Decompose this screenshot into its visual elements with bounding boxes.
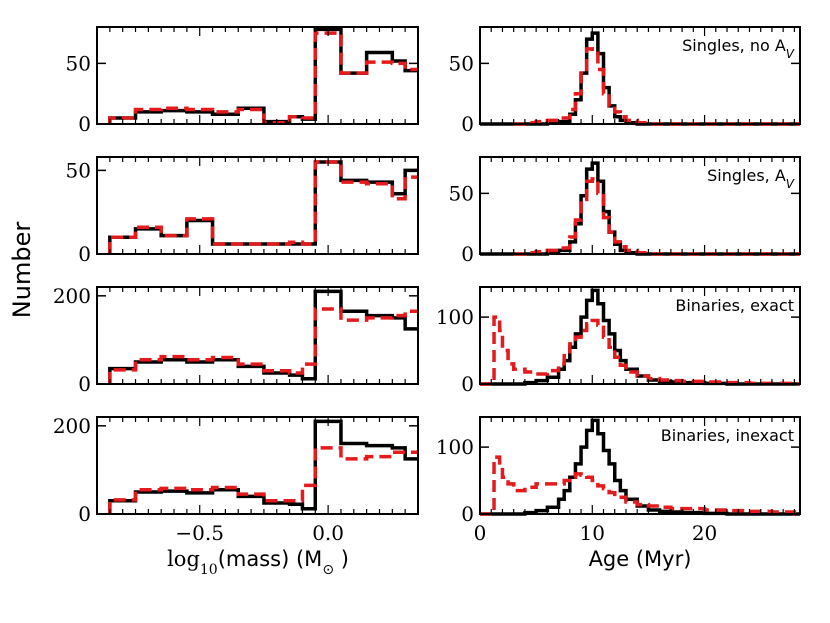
axes-frame bbox=[96, 286, 419, 385]
panel-age-binaries-exact: 0 100 Binaries, exact bbox=[436, 286, 801, 396]
x-tick-label: 20 bbox=[692, 521, 717, 545]
y-tick-label: 0 bbox=[78, 112, 91, 136]
series-red-mass-binaries-inexact bbox=[108, 446, 418, 514]
axes-frame bbox=[479, 416, 801, 515]
series-red-age-binaries-exact bbox=[480, 315, 800, 386]
x-tick-label: −0.5 bbox=[175, 521, 224, 545]
series-red-mass-singles-Av bbox=[108, 160, 418, 254]
panel-age-singles-noAv: 0 50 Singles, no AV bbox=[449, 26, 801, 136]
panel-age-binaries-inexact: 0 100 Binaries, inexact 0 10 20 bbox=[436, 416, 801, 545]
y-tick-label: 100 bbox=[436, 435, 474, 459]
y-tick-label: 0 bbox=[461, 372, 474, 396]
panel-mass-binaries-inexact: 0 200 −0.5 0.0 bbox=[53, 414, 419, 545]
x-tick-label: 0.0 bbox=[312, 521, 344, 545]
annotation-subscript: V bbox=[786, 47, 795, 61]
y-tick-label: 50 bbox=[66, 158, 91, 182]
y-tick-label: 0 bbox=[78, 502, 91, 526]
panel-annotation: Singles, AV bbox=[707, 166, 795, 191]
axes-frame bbox=[96, 26, 419, 125]
axes-frame bbox=[96, 416, 419, 515]
axes-frame bbox=[96, 156, 419, 255]
y-tick-label: 0 bbox=[461, 242, 474, 266]
y-tick-label: 0 bbox=[461, 502, 474, 526]
series-black-mass-singles-Av bbox=[108, 160, 418, 254]
axes-frame bbox=[479, 26, 801, 125]
panel-mass-singles-Av: 0 50 bbox=[66, 156, 419, 266]
y-tick-label: 0 bbox=[461, 112, 474, 136]
y-tick-label: 100 bbox=[436, 305, 474, 329]
panel-age-singles-Av: 0 50 Singles, AV bbox=[449, 156, 801, 266]
series-red-mass-singles-noAv bbox=[108, 31, 418, 125]
x-axis-label-age: Age (Myr) bbox=[589, 547, 692, 571]
y-axis-label: Number bbox=[8, 222, 36, 319]
x-axis-label-mass: log10(mass) (M⊙ ) bbox=[167, 547, 349, 578]
y-tick-label: 200 bbox=[53, 284, 91, 308]
panel-annotation: Binaries, inexact bbox=[661, 426, 794, 445]
y-tick-label: 0 bbox=[78, 372, 91, 396]
x-tick-label: 0 bbox=[474, 521, 487, 545]
y-tick-label: 50 bbox=[449, 181, 474, 205]
panel-annotation: Singles, no AV bbox=[682, 36, 795, 61]
y-tick-label: 0 bbox=[78, 242, 91, 266]
axes-frame bbox=[479, 286, 801, 385]
y-tick-label: 200 bbox=[53, 414, 91, 438]
series-red-mass-binaries-exact bbox=[108, 307, 418, 384]
y-tick-label: 50 bbox=[66, 51, 91, 75]
panel-annotation: Binaries, exact bbox=[675, 296, 794, 315]
panel-mass-binaries-exact: 0 200 bbox=[53, 284, 419, 396]
series-black-mass-binaries-inexact bbox=[108, 419, 418, 514]
series-red-age-singles-noAv bbox=[513, 47, 800, 126]
x-tick-label: 10 bbox=[580, 521, 605, 545]
series-red-age-binaries-inexact bbox=[480, 455, 800, 516]
axes-frame bbox=[479, 156, 801, 255]
y-tick-label: 50 bbox=[449, 51, 474, 75]
series-red-age-singles-Av bbox=[513, 177, 800, 256]
annotation-subscript: V bbox=[786, 177, 795, 191]
panel-mass-singles-noAv: 0 50 bbox=[66, 26, 419, 136]
